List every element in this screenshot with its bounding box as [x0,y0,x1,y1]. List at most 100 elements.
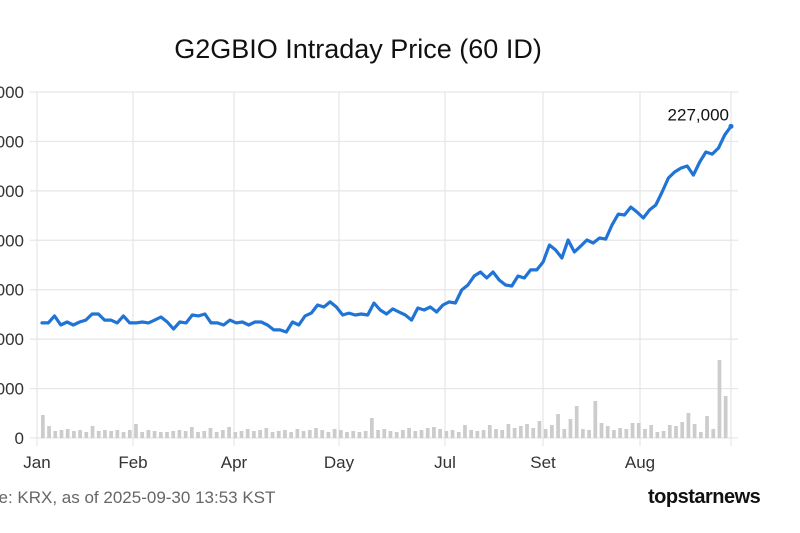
source-note: ce: KRX, as of 2025-09-30 13:53 KST [0,488,276,507]
volume-bar [351,431,356,438]
x-tick-label: Feb [118,453,147,472]
volume-bar [401,430,405,438]
volume-bar [109,431,114,438]
volume-bar [233,432,238,438]
volume-bar [189,427,194,438]
volume-bar [481,430,486,438]
volume-bar [661,431,666,438]
volume-bar [258,430,262,438]
volume-bar [649,425,654,438]
volume-bar [518,426,523,438]
x-tick-label: Jul [434,453,456,472]
volume-bar [605,426,610,438]
volume-bar [568,419,573,438]
volume-bar [425,428,430,438]
volume-bar [624,429,629,438]
volume-bar [158,432,163,438]
volume-bar [705,416,709,438]
y-tick-label: 000 [0,83,24,102]
volume-bar [227,427,231,438]
volume-bar [295,429,300,438]
last-price-label: 227,000 [668,105,729,124]
volume-bar [264,428,269,438]
volume-bar [574,406,579,438]
volume-bar [450,430,455,438]
volume-bar [444,431,449,438]
volume-bar [562,429,567,438]
volume-bar [612,430,616,438]
volume-bar [140,432,145,438]
volume-bar [152,431,157,438]
volume-bar [84,432,89,438]
y-tick-label: 000 [0,182,24,201]
volume-bar [506,424,511,438]
volume-bar [301,431,306,438]
volume-bar [326,432,331,438]
y-tick-label: 000 [0,330,24,349]
volume-bar [320,430,325,438]
volume-bar [72,431,76,438]
volume-bar [115,430,120,438]
volume-bar [636,423,641,438]
volume-bar [338,430,343,438]
volume-bar [456,432,461,438]
volume-bar [90,426,95,438]
y-tick-label: 000 [0,132,24,151]
volume-bar [432,427,436,438]
volume-bar [413,431,418,438]
volume-bar [643,429,647,438]
volume-bar [512,428,517,438]
volume-bar [376,430,380,438]
volume-bar [674,426,678,438]
brand-logo: topstarnews [648,486,761,508]
volume-bar [78,430,82,438]
y-tick-label: 000 [0,231,24,250]
volume-bar [221,430,225,438]
x-tick-label: Apr [221,453,248,472]
volume-bar [500,430,505,438]
volume-bar [345,432,349,438]
volume-bar [121,432,126,438]
volume-bar [717,360,722,438]
volume-bar [270,432,275,438]
volume-bar [419,430,424,438]
volume-bar [438,429,442,438]
volume-bar [475,431,480,438]
volume-bar [202,431,207,438]
volume-bar [692,424,697,438]
volume-bar [332,429,337,438]
volume-bar [307,430,312,438]
volume-bar [177,430,182,438]
volume-bar [214,432,219,438]
volume-bar [47,426,51,438]
y-tick-label: 000 [0,281,24,300]
volume-bar [208,428,213,438]
volume-bar [463,425,467,438]
y-tick-label: 0 [15,429,24,448]
volume-bar [556,414,560,438]
volume-bar [593,401,598,438]
volume-bar [283,430,287,438]
chart-title: G2GBIO Intraday Price (60 ID) [174,34,542,64]
volume-bar [723,396,728,438]
volume-bar [245,429,250,438]
last-price-point [728,123,734,129]
volume-bar [357,432,362,438]
volume-bar [289,432,294,438]
volume-bar [494,429,498,438]
volume-bar [59,430,64,438]
volume-bar [543,429,548,438]
volume-bar [276,431,281,438]
volume-bar [686,413,691,438]
volume-bar [537,421,542,438]
volume-bar [252,431,256,438]
volume-bar [525,424,529,438]
volume-bar [134,424,138,438]
x-tick-label: Aug [625,453,655,472]
volume-bar [146,430,151,438]
volume-bar [127,430,132,438]
volume-bar [630,423,635,438]
volume-bar [698,432,703,438]
